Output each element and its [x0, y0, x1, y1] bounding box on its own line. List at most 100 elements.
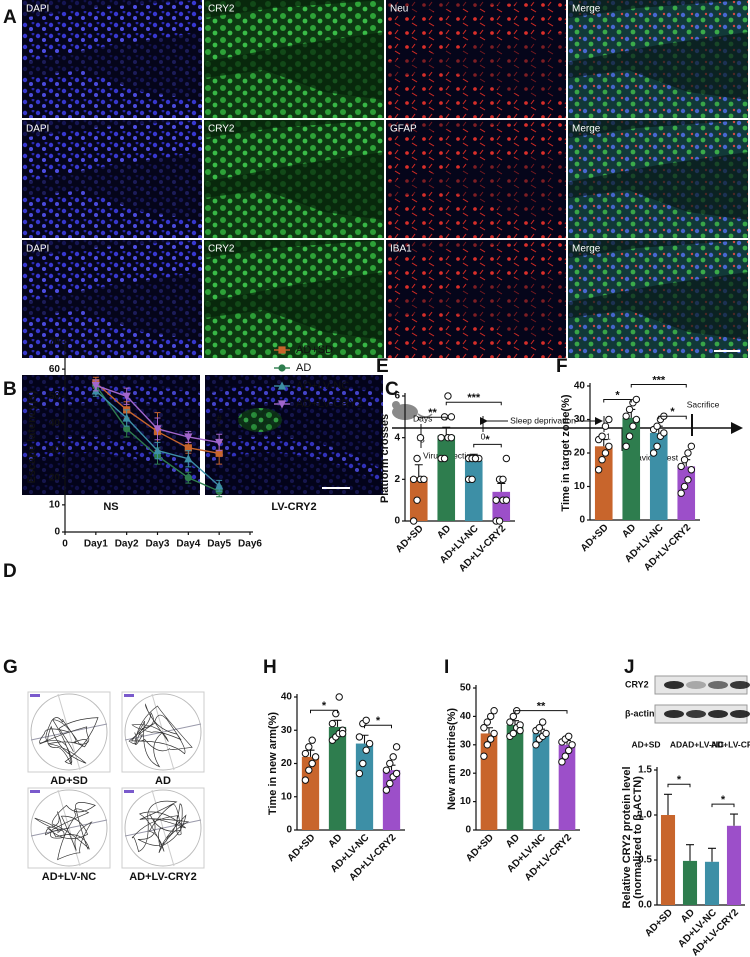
y-tick-label: 1.5 [638, 765, 652, 776]
cell-layer [386, 190, 566, 238]
micrograph: Merge [568, 240, 748, 358]
panel-label: B [3, 379, 17, 400]
y-tick-label: 20 [460, 768, 472, 779]
y-tick-label: 4 [394, 432, 400, 443]
cell-layer [22, 240, 202, 302]
data-point [416, 433, 425, 442]
channel-label: Merge [572, 124, 601, 135]
micrograph: DAPI [22, 0, 202, 118]
data-point [653, 442, 661, 450]
bar [558, 744, 576, 830]
x-tick-label: Day3 [146, 539, 170, 550]
data-point [516, 726, 524, 735]
data-point [308, 759, 316, 768]
y-tick-label: 2 [394, 474, 400, 485]
x-tick-label: Day6 [238, 539, 262, 550]
data-point [539, 718, 547, 726]
data-point [492, 496, 500, 504]
data-point [468, 475, 476, 484]
marker [153, 445, 162, 455]
x-tick-label: AD+SD [286, 832, 318, 864]
channel-label: DAPI [26, 4, 49, 15]
data-point [558, 758, 566, 766]
y-axis-label: Time in new arm(%) [267, 712, 279, 815]
data-point [499, 475, 507, 484]
significance-bracket [603, 398, 632, 403]
group-label: AD+SD [50, 775, 88, 787]
marker [184, 474, 192, 482]
y-axis-label: Time in target zone(%) [560, 394, 572, 511]
error-bar [730, 813, 738, 826]
lane-label: AD [670, 739, 682, 749]
data-point [392, 743, 401, 751]
panel-label: H [263, 657, 277, 678]
y-tick-label: 30 [574, 414, 586, 425]
x-tick-label: AD+LV-CRY2 [523, 832, 575, 884]
data-point [355, 769, 364, 778]
data-point [328, 719, 337, 728]
marker [215, 481, 224, 490]
y-tick-label: 1.0 [638, 810, 652, 821]
data-point [568, 741, 576, 749]
y-tick-label: 0 [286, 825, 292, 836]
significance-label: * [322, 700, 327, 712]
data-point [362, 716, 370, 724]
group-label: AD+LV-NC [42, 871, 97, 883]
cell-layer [22, 0, 202, 62]
cell-layer [204, 70, 384, 118]
data-point [542, 729, 550, 738]
x-tick-label: Day1 [84, 539, 108, 550]
marker [278, 364, 286, 372]
error-bar [686, 844, 694, 861]
data-point [502, 454, 511, 463]
y-tick-label: 10 [460, 796, 472, 807]
cell-layer [205, 384, 383, 415]
x-tick-label: AD [326, 832, 344, 850]
data-point [649, 449, 658, 457]
data-point [490, 707, 498, 715]
y-tick-label: 30 [460, 739, 472, 750]
cell-layer [386, 120, 566, 182]
annotation: * [217, 422, 221, 433]
maze-track: AD+LV-CRY2 [121, 787, 205, 883]
data-point [625, 405, 634, 414]
panel-label: E [376, 356, 389, 377]
significance-label: * [615, 389, 620, 401]
data-point [338, 729, 347, 738]
x-tick-label: Day4 [176, 539, 200, 550]
channel-label: Merge [572, 244, 601, 255]
data-point [305, 743, 313, 751]
y-tick-label: 40 [281, 692, 293, 703]
y-tick-label: 40 [574, 381, 586, 392]
error-bar [414, 464, 423, 478]
data-point [565, 732, 573, 740]
marker [91, 381, 100, 391]
y-tick-label: 0 [394, 516, 400, 527]
data-point [413, 454, 421, 463]
error-bar [333, 719, 342, 727]
data-point [409, 517, 418, 525]
cell-layer [204, 0, 384, 62]
legend-label: AD+LV-CRY2 [296, 398, 363, 410]
significance-label: ** [428, 407, 437, 419]
data-point [480, 724, 488, 732]
maze-track: AD+SD [27, 691, 111, 787]
blot-band [708, 710, 728, 718]
data-point [625, 432, 634, 440]
data-point [359, 759, 367, 768]
section-image: NS [22, 375, 200, 513]
marker [122, 413, 131, 422]
cell-layer [204, 120, 384, 182]
day-mark: 0 [481, 431, 486, 441]
panel-label: J [624, 657, 635, 678]
data-point [355, 733, 364, 741]
y-axis-label: (normalized to β-ACTN) [632, 776, 644, 899]
data-point [386, 779, 394, 788]
bar [660, 815, 676, 905]
data-point [677, 462, 685, 471]
data-point [687, 442, 696, 450]
panel-label: I [444, 657, 449, 678]
data-point [301, 776, 310, 784]
cell-layer [568, 240, 748, 302]
channel-label: CRY2 [208, 244, 235, 255]
